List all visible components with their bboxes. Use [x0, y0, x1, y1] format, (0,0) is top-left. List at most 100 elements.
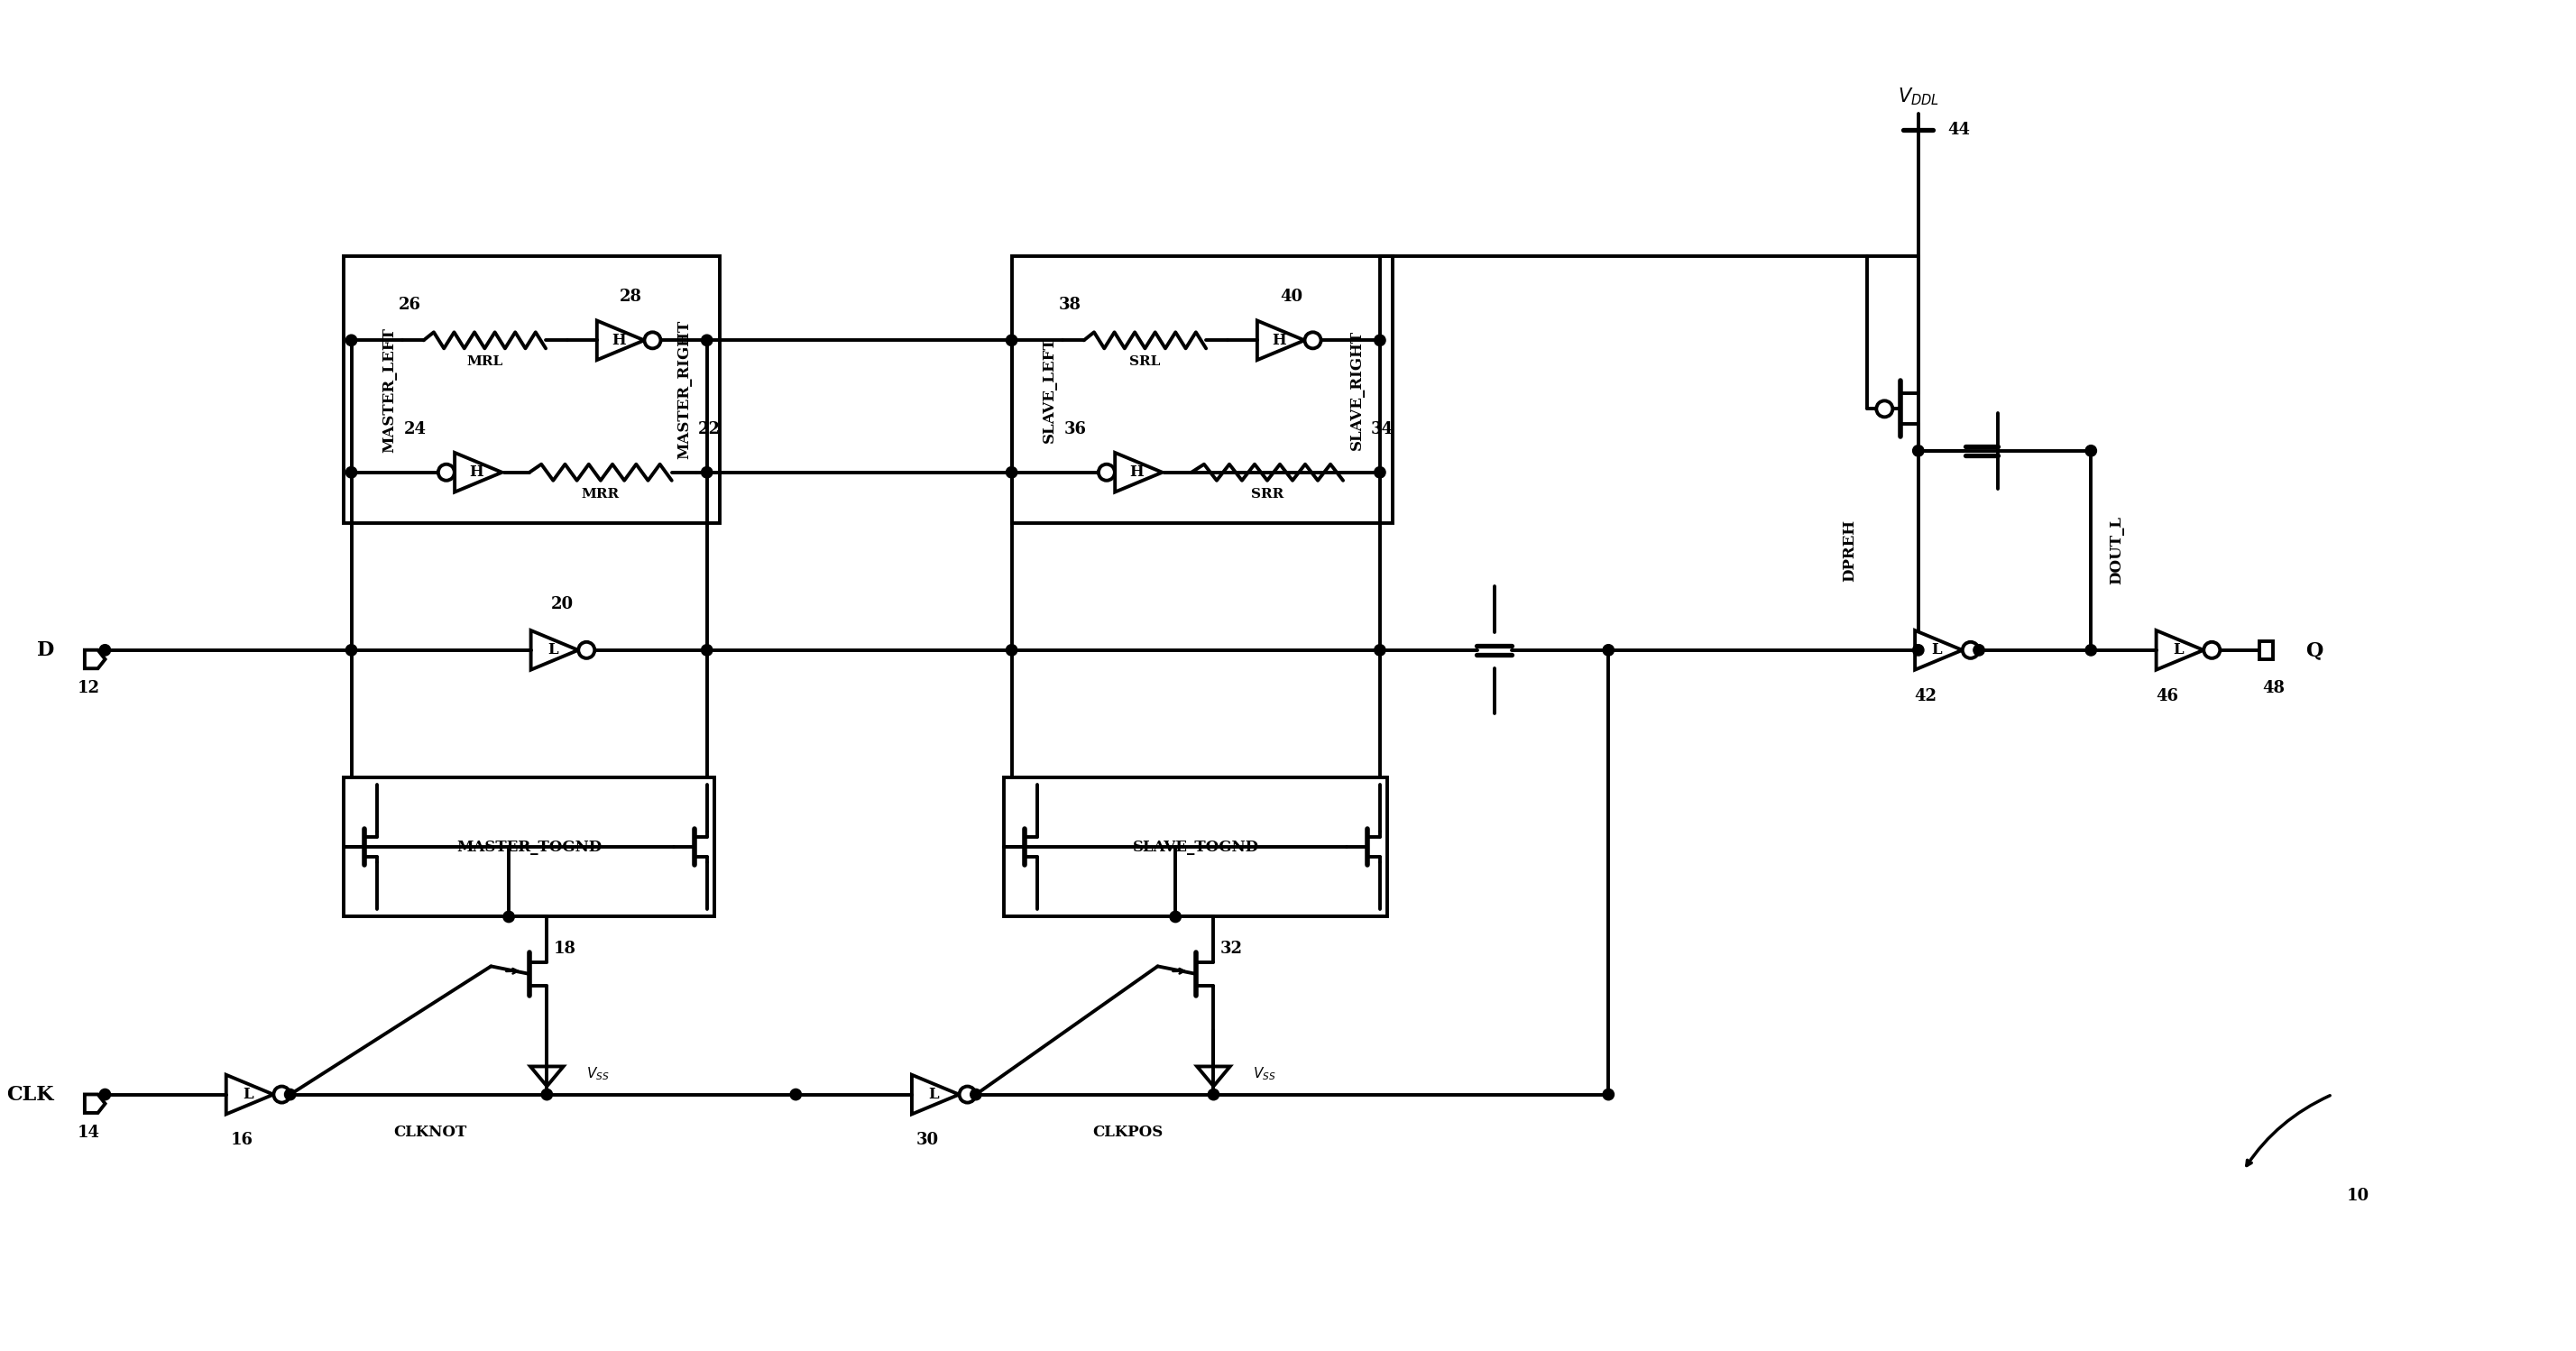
Circle shape	[541, 1089, 551, 1100]
Text: 18: 18	[554, 940, 577, 957]
Text: CLK: CLK	[8, 1085, 54, 1104]
Circle shape	[1097, 465, 1115, 481]
Polygon shape	[2156, 631, 2202, 670]
Text: 20: 20	[551, 596, 574, 612]
Text: MRL: MRL	[466, 355, 502, 369]
Circle shape	[100, 644, 111, 655]
Text: MASTER_TOGND: MASTER_TOGND	[456, 839, 603, 855]
Circle shape	[1007, 644, 1018, 655]
Circle shape	[791, 1089, 801, 1100]
Bar	[343, 777, 714, 917]
Text: CLKPOS: CLKPOS	[1092, 1125, 1164, 1140]
Circle shape	[2202, 642, 2221, 658]
Circle shape	[1875, 401, 1893, 417]
Bar	[1012, 257, 1394, 523]
Circle shape	[1602, 1089, 1615, 1100]
Text: L: L	[927, 1086, 938, 1102]
Text: 42: 42	[1914, 688, 1937, 704]
Text: SRL: SRL	[1128, 355, 1159, 369]
Circle shape	[345, 466, 358, 478]
Text: L: L	[1932, 643, 1942, 658]
Polygon shape	[1115, 453, 1162, 492]
Text: MASTER_RIGHT: MASTER_RIGHT	[677, 320, 693, 459]
Circle shape	[580, 642, 595, 658]
Text: L: L	[2172, 643, 2182, 658]
Text: 14: 14	[77, 1124, 100, 1140]
Polygon shape	[1198, 1066, 1231, 1086]
Bar	[1005, 777, 1388, 917]
Polygon shape	[227, 1075, 273, 1115]
Polygon shape	[912, 1075, 958, 1115]
Circle shape	[1973, 644, 1984, 655]
Circle shape	[971, 1089, 981, 1100]
Text: 26: 26	[399, 297, 420, 313]
Circle shape	[1208, 1089, 1218, 1100]
Circle shape	[1007, 466, 1018, 478]
Circle shape	[283, 1089, 296, 1100]
Text: CLKNOT: CLKNOT	[394, 1125, 466, 1140]
Text: 46: 46	[2156, 688, 2179, 704]
Polygon shape	[85, 650, 106, 669]
Circle shape	[345, 644, 358, 655]
Circle shape	[1373, 466, 1386, 478]
Polygon shape	[85, 1094, 106, 1113]
Circle shape	[1170, 911, 1180, 923]
Text: 48: 48	[2262, 680, 2285, 696]
Text: Q: Q	[2306, 640, 2324, 661]
Circle shape	[1963, 642, 1978, 658]
Text: L: L	[546, 643, 559, 658]
Circle shape	[1602, 644, 1615, 655]
Circle shape	[1007, 335, 1018, 346]
Text: H: H	[611, 332, 626, 349]
Circle shape	[2087, 644, 2097, 655]
Polygon shape	[1914, 631, 1963, 670]
Text: 34: 34	[1370, 422, 1394, 438]
Text: 24: 24	[404, 422, 425, 438]
Circle shape	[100, 1089, 111, 1100]
Bar	[2259, 640, 2272, 659]
Polygon shape	[1257, 320, 1303, 359]
Bar	[343, 257, 719, 523]
Text: SLAVE_TOGND: SLAVE_TOGND	[1133, 839, 1260, 855]
Polygon shape	[456, 453, 502, 492]
Text: 32: 32	[1221, 940, 1242, 957]
Circle shape	[273, 1086, 291, 1102]
Circle shape	[644, 332, 659, 349]
Circle shape	[1373, 644, 1386, 655]
Polygon shape	[531, 631, 577, 670]
Text: $V_{SS}$: $V_{SS}$	[587, 1066, 611, 1082]
Text: SLAVE_RIGHT: SLAVE_RIGHT	[1350, 330, 1365, 450]
Circle shape	[1303, 332, 1321, 349]
Text: $V_{SS}$: $V_{SS}$	[1252, 1066, 1275, 1082]
Circle shape	[2087, 446, 2097, 457]
Text: 10: 10	[2347, 1188, 2370, 1204]
Circle shape	[1373, 335, 1386, 346]
Text: 16: 16	[232, 1132, 252, 1148]
Text: H: H	[469, 465, 484, 480]
Text: 38: 38	[1059, 297, 1082, 313]
Text: 22: 22	[698, 422, 721, 438]
Text: $V_{DDL}$: $V_{DDL}$	[1899, 86, 1940, 107]
Text: H: H	[1128, 465, 1144, 480]
Text: SLAVE_LEFT: SLAVE_LEFT	[1043, 336, 1056, 443]
Circle shape	[958, 1086, 976, 1102]
Circle shape	[701, 466, 714, 478]
Circle shape	[1914, 446, 1924, 457]
Text: D: D	[36, 640, 54, 661]
Circle shape	[345, 335, 358, 346]
Text: 40: 40	[1280, 289, 1303, 305]
Circle shape	[438, 465, 453, 481]
Text: SRR: SRR	[1252, 488, 1283, 500]
Text: 44: 44	[1947, 122, 1971, 138]
Polygon shape	[598, 320, 644, 359]
Text: 30: 30	[917, 1132, 940, 1148]
Text: DPREH: DPREH	[1842, 519, 1857, 582]
Circle shape	[701, 644, 714, 655]
Text: H: H	[1273, 332, 1285, 349]
Text: MRR: MRR	[582, 488, 621, 500]
Text: MASTER_LEFT: MASTER_LEFT	[381, 327, 397, 453]
Text: 12: 12	[77, 680, 100, 696]
Circle shape	[1914, 644, 1924, 655]
Polygon shape	[531, 1066, 564, 1086]
Circle shape	[701, 335, 714, 346]
